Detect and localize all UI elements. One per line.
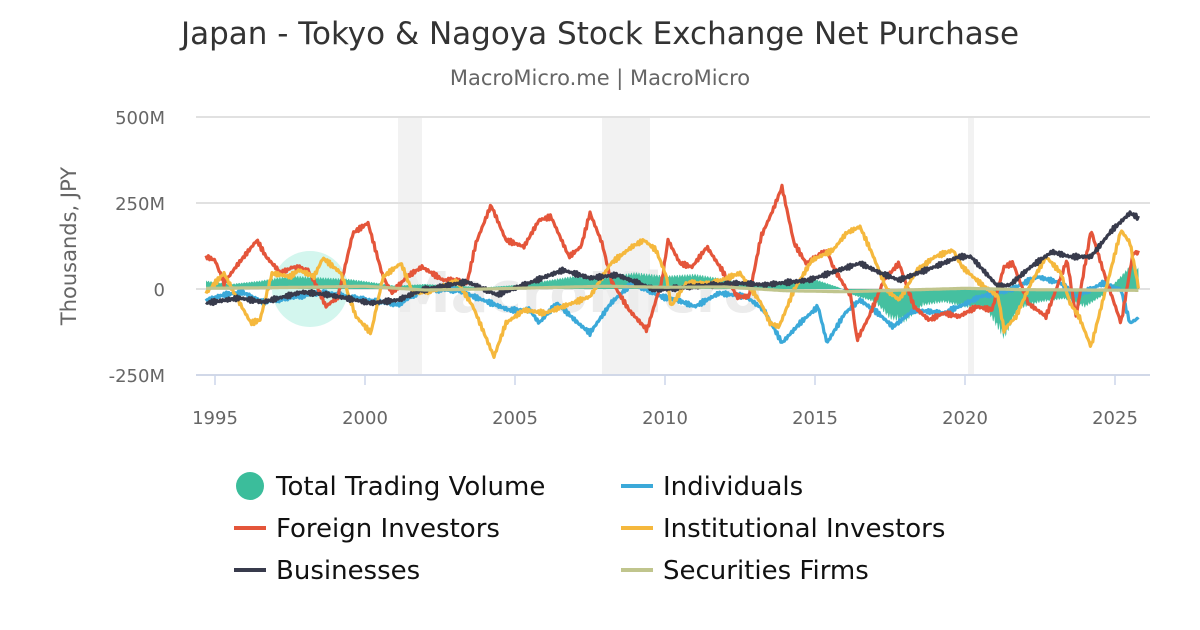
x-tick-label: 2020 (942, 408, 988, 429)
y-tick-label: -250M (109, 366, 165, 387)
y-tick-label: 250M (115, 194, 165, 215)
recession-shading (398, 117, 974, 375)
plot-area (204, 183, 1140, 359)
recession-band (398, 117, 422, 375)
legend-label: Individuals (663, 472, 803, 502)
legend-item-institutional-investors[interactable]: Institutional Investors (621, 514, 945, 544)
legend: Total Trading Volume Foreign Investors Bus… (234, 472, 945, 586)
y-tick-label: 500M (115, 108, 165, 129)
legend-label: Businesses (276, 556, 420, 586)
legend-item-securities-firms[interactable]: Securities Firms (621, 556, 869, 586)
series-line-foreign-investors (204, 183, 1140, 343)
chart-subtitle: MacroMicro.me | MacroMicro (450, 66, 750, 91)
x-tick-label: 2010 (642, 408, 688, 429)
x-tick-label: 2025 (1092, 408, 1138, 429)
series-line-institutional-investors (204, 224, 1140, 359)
y-tick-label: 0 (154, 280, 165, 301)
x-tick-label: 2005 (492, 408, 538, 429)
gridlines (196, 116, 1150, 376)
x-tick-label: 2000 (342, 408, 388, 429)
x-axis-ticks: 1995 2000 2005 2010 2015 2020 2025 (192, 374, 1150, 429)
legend-item-total-trading-volume[interactable]: Total Trading Volume (236, 472, 545, 502)
series-line-businesses (205, 210, 1140, 307)
legend-label: Total Trading Volume (275, 472, 545, 502)
chart-title: Japan - Tokyo & Nagoya Stock Exchange Ne… (179, 16, 1019, 52)
recession-band (602, 117, 650, 375)
legend-label: Institutional Investors (663, 514, 945, 544)
y-axis-label: Thousands, JPY (57, 167, 81, 326)
series-area-total-trading-volume (206, 261, 1139, 340)
legend-circle-icon (236, 472, 264, 500)
y-axis-ticks: 500M 250M 0 -250M (109, 108, 165, 387)
series-line-securities-firms (205, 284, 1139, 294)
x-tick-label: 1995 (192, 408, 238, 429)
legend-item-individuals[interactable]: Individuals (621, 472, 803, 502)
legend-item-foreign-investors[interactable]: Foreign Investors (234, 514, 500, 544)
x-tick-label: 2015 (792, 408, 838, 429)
recession-band (968, 117, 974, 375)
watermark-text: MacroMicro (395, 261, 762, 326)
legend-item-businesses[interactable]: Businesses (234, 556, 420, 586)
legend-label: Foreign Investors (276, 514, 500, 544)
legend-label: Securities Firms (663, 556, 869, 586)
